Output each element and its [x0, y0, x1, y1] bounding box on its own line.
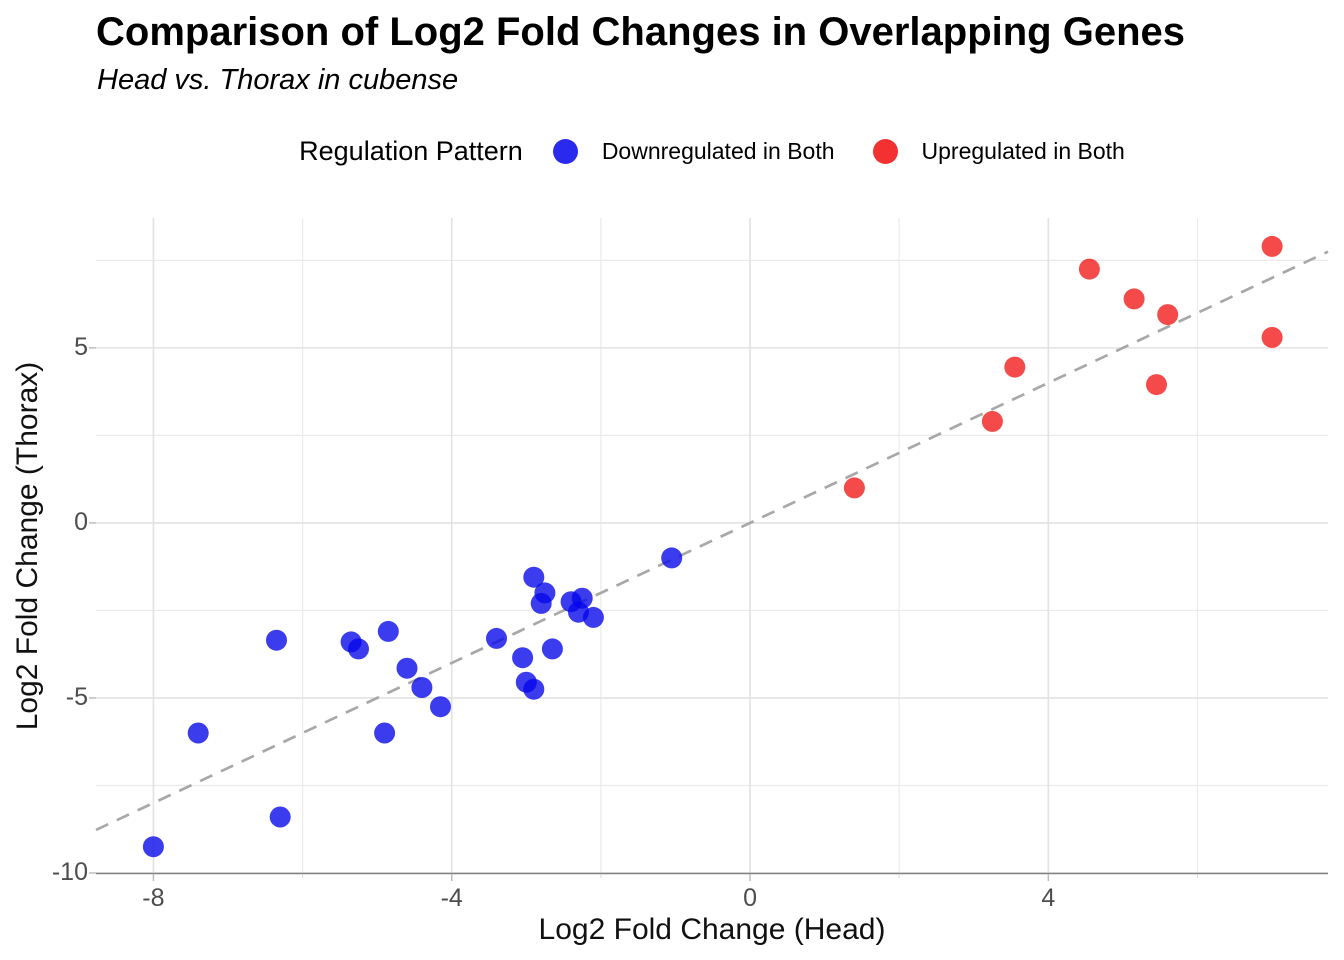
- points-upregulated: [843, 235, 1283, 499]
- upregulated-dot-icon: [872, 138, 898, 164]
- data-point: [1157, 304, 1179, 326]
- x-tick-label: -4: [440, 884, 463, 912]
- data-point: [571, 587, 593, 609]
- major-gridlines: [96, 218, 1328, 874]
- data-point: [541, 638, 563, 660]
- y-tick-label: 0: [74, 507, 88, 536]
- x-axis-title: Log2 Fold Change (Head): [538, 913, 886, 946]
- data-point: [377, 620, 399, 642]
- data-point: [843, 477, 865, 499]
- legend-label: Upregulated in Both: [921, 137, 1125, 164]
- data-point: [269, 806, 291, 828]
- chart-subtitle: Head vs. Thorax in cubense: [97, 64, 459, 96]
- data-point: [1123, 288, 1145, 310]
- data-point: [1004, 356, 1026, 378]
- chart-title: Comparison of Log2 Fold Changes in Overl…: [96, 10, 1186, 54]
- data-point: [1146, 374, 1167, 396]
- reference-line: [95, 250, 1329, 832]
- y-tick-label: -5: [65, 682, 88, 711]
- data-point: [411, 677, 433, 698]
- data-point: [523, 678, 545, 700]
- y-tick-label: -10: [51, 858, 88, 886]
- y-tick-label: 5: [74, 332, 88, 361]
- data-point: [187, 722, 209, 744]
- legend: Regulation Pattern Downregulated in Both…: [96, 134, 1328, 168]
- x-tick-label: 0: [743, 884, 757, 912]
- minor-gridlines: [96, 218, 1328, 873]
- legend-title: Regulation Pattern: [299, 135, 523, 166]
- data-point: [486, 627, 507, 649]
- data-point: [523, 566, 545, 588]
- data-point: [981, 410, 1003, 432]
- legend-item-downregulated: Downregulated in Both: [552, 137, 835, 165]
- axis-ticks: [89, 347, 1050, 881]
- data-point: [1078, 258, 1100, 280]
- x-tick-label: 4: [1041, 884, 1056, 912]
- data-point: [348, 638, 369, 660]
- data-point: [1261, 326, 1283, 348]
- legend-label: Downregulated in Both: [601, 137, 835, 164]
- legend-item-upregulated: Upregulated in Both: [872, 137, 1125, 165]
- y-axis-title: Log2 Fold Change (Thorax): [11, 361, 44, 731]
- data-point: [396, 657, 418, 679]
- axis-ticks-minor: [301, 874, 1199, 878]
- data-point: [661, 547, 683, 569]
- downregulated-dot-icon: [552, 138, 578, 164]
- points-downregulated: [142, 547, 683, 858]
- data-point: [374, 722, 396, 744]
- data-point: [430, 696, 451, 718]
- data-point: [512, 647, 534, 669]
- data-point: [142, 836, 164, 858]
- data-point: [1261, 235, 1283, 257]
- data-point: [582, 606, 604, 628]
- x-tick-label: -8: [142, 884, 165, 912]
- data-point: [266, 629, 287, 651]
- data-point: [534, 582, 556, 604]
